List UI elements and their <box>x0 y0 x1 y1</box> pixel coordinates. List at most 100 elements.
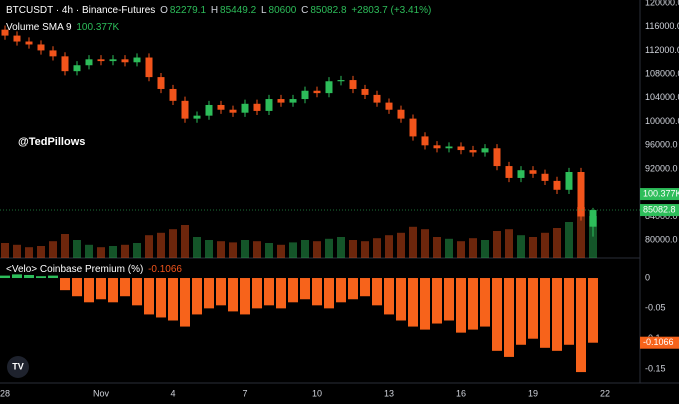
volume-bar <box>337 237 345 258</box>
premium-bar <box>276 278 286 309</box>
candle-body <box>457 146 465 151</box>
premium-tick-label: 0 <box>645 272 650 282</box>
x-tick-label: Nov <box>93 388 110 398</box>
volume-bar <box>265 243 273 258</box>
premium-bar <box>420 278 430 330</box>
volume-bar <box>37 246 45 258</box>
volume-bar <box>169 229 177 258</box>
premium-last-tag <box>640 336 679 349</box>
candle-body <box>469 150 477 153</box>
volume-bar <box>349 240 357 258</box>
candle-body <box>109 59 117 62</box>
premium-bar <box>180 278 190 327</box>
premium-bar <box>480 278 490 327</box>
high-letter: H <box>210 5 219 16</box>
volume-bar <box>205 240 213 258</box>
volume-bar <box>421 229 429 258</box>
premium-bar <box>444 278 454 321</box>
premium-bar <box>132 278 142 306</box>
volume-bar <box>493 231 501 258</box>
premium-bar <box>360 278 370 297</box>
close-value: 85082.8 <box>310 5 347 16</box>
premium-bar <box>312 278 322 306</box>
premium-bar <box>36 276 46 279</box>
premium-bar <box>108 278 118 303</box>
y-tick-label: 108000.0 <box>645 69 679 79</box>
candle-body <box>181 100 189 119</box>
volume-bar <box>517 235 525 258</box>
premium-tick-label: -0.05 <box>645 303 666 313</box>
volume-bar <box>553 228 561 258</box>
premium-bar <box>300 278 310 300</box>
candle-body <box>25 41 33 45</box>
volume-bar <box>589 216 597 258</box>
symbol: BTCUSDT · 4h · Binance-Futures <box>6 5 156 16</box>
premium-bar <box>84 278 94 303</box>
premium-bar <box>384 278 394 315</box>
candle-body <box>61 56 69 72</box>
candle-body <box>37 44 45 51</box>
volume-bar <box>133 243 141 258</box>
volume-bar <box>325 238 333 258</box>
candle-body <box>349 80 357 89</box>
premium-bar <box>348 278 358 300</box>
premium-bar <box>48 275 58 279</box>
candle-body <box>337 80 345 82</box>
y-tick-label: 116000.0 <box>645 21 679 31</box>
premium-bar <box>168 278 178 321</box>
y-tick-label: 104000.0 <box>645 92 679 102</box>
candle-body <box>397 109 405 119</box>
premium-bar <box>216 278 226 306</box>
volume-bar <box>1 243 9 258</box>
candle-body <box>445 146 453 149</box>
premium-bar <box>588 278 598 343</box>
open-value: 82279.1 <box>169 5 207 16</box>
volume-legend: Volume SMA 9 100.377K <box>6 22 121 33</box>
volume-bar <box>277 244 285 258</box>
candle-body <box>421 136 429 146</box>
premium-bar <box>516 278 526 345</box>
candle-body <box>121 59 129 63</box>
premium-bar <box>432 278 442 324</box>
volume-bar <box>241 240 249 258</box>
candle-body <box>253 103 261 111</box>
candle-body <box>241 103 249 113</box>
premium-bar <box>468 278 478 330</box>
candle-body <box>13 35 21 42</box>
close-letter: C <box>301 5 309 16</box>
x-tick-label: 19 <box>528 388 538 398</box>
candle-body <box>229 109 237 113</box>
x-tick-label: 4 <box>170 388 175 398</box>
premium-bar <box>72 278 82 297</box>
candle-body <box>325 81 333 94</box>
premium-bar <box>504 278 514 357</box>
volume-bar <box>373 238 381 258</box>
premium-bar <box>264 278 274 306</box>
candle-body <box>493 148 501 167</box>
high-value: 85449.2 <box>220 5 257 16</box>
x-tick-label: 22 <box>600 388 610 398</box>
volume-sma: 100.377K <box>76 22 120 33</box>
candle-body <box>85 59 93 66</box>
y-tick-label: 92000.0 <box>645 163 678 173</box>
candle-body <box>553 180 561 190</box>
volume-title: Volume SMA 9 <box>6 22 72 33</box>
volume-bar <box>397 232 405 258</box>
candle-body <box>193 115 201 119</box>
premium-bar <box>408 278 418 327</box>
premium-bar <box>204 278 214 309</box>
volume-bar <box>25 247 33 258</box>
low-letter: L <box>260 5 267 16</box>
last-price-tag <box>640 204 679 217</box>
candle-body <box>577 172 585 217</box>
premium-bar <box>456 278 466 333</box>
volume-bar <box>529 237 537 258</box>
premium-bar <box>156 278 166 318</box>
premium-bar <box>492 278 502 351</box>
premium-bar <box>336 278 346 303</box>
candle-body <box>289 99 297 103</box>
candle-body <box>373 94 381 103</box>
volume-bar <box>85 244 93 258</box>
volume-bar <box>145 235 153 258</box>
volume-bar <box>481 240 489 258</box>
